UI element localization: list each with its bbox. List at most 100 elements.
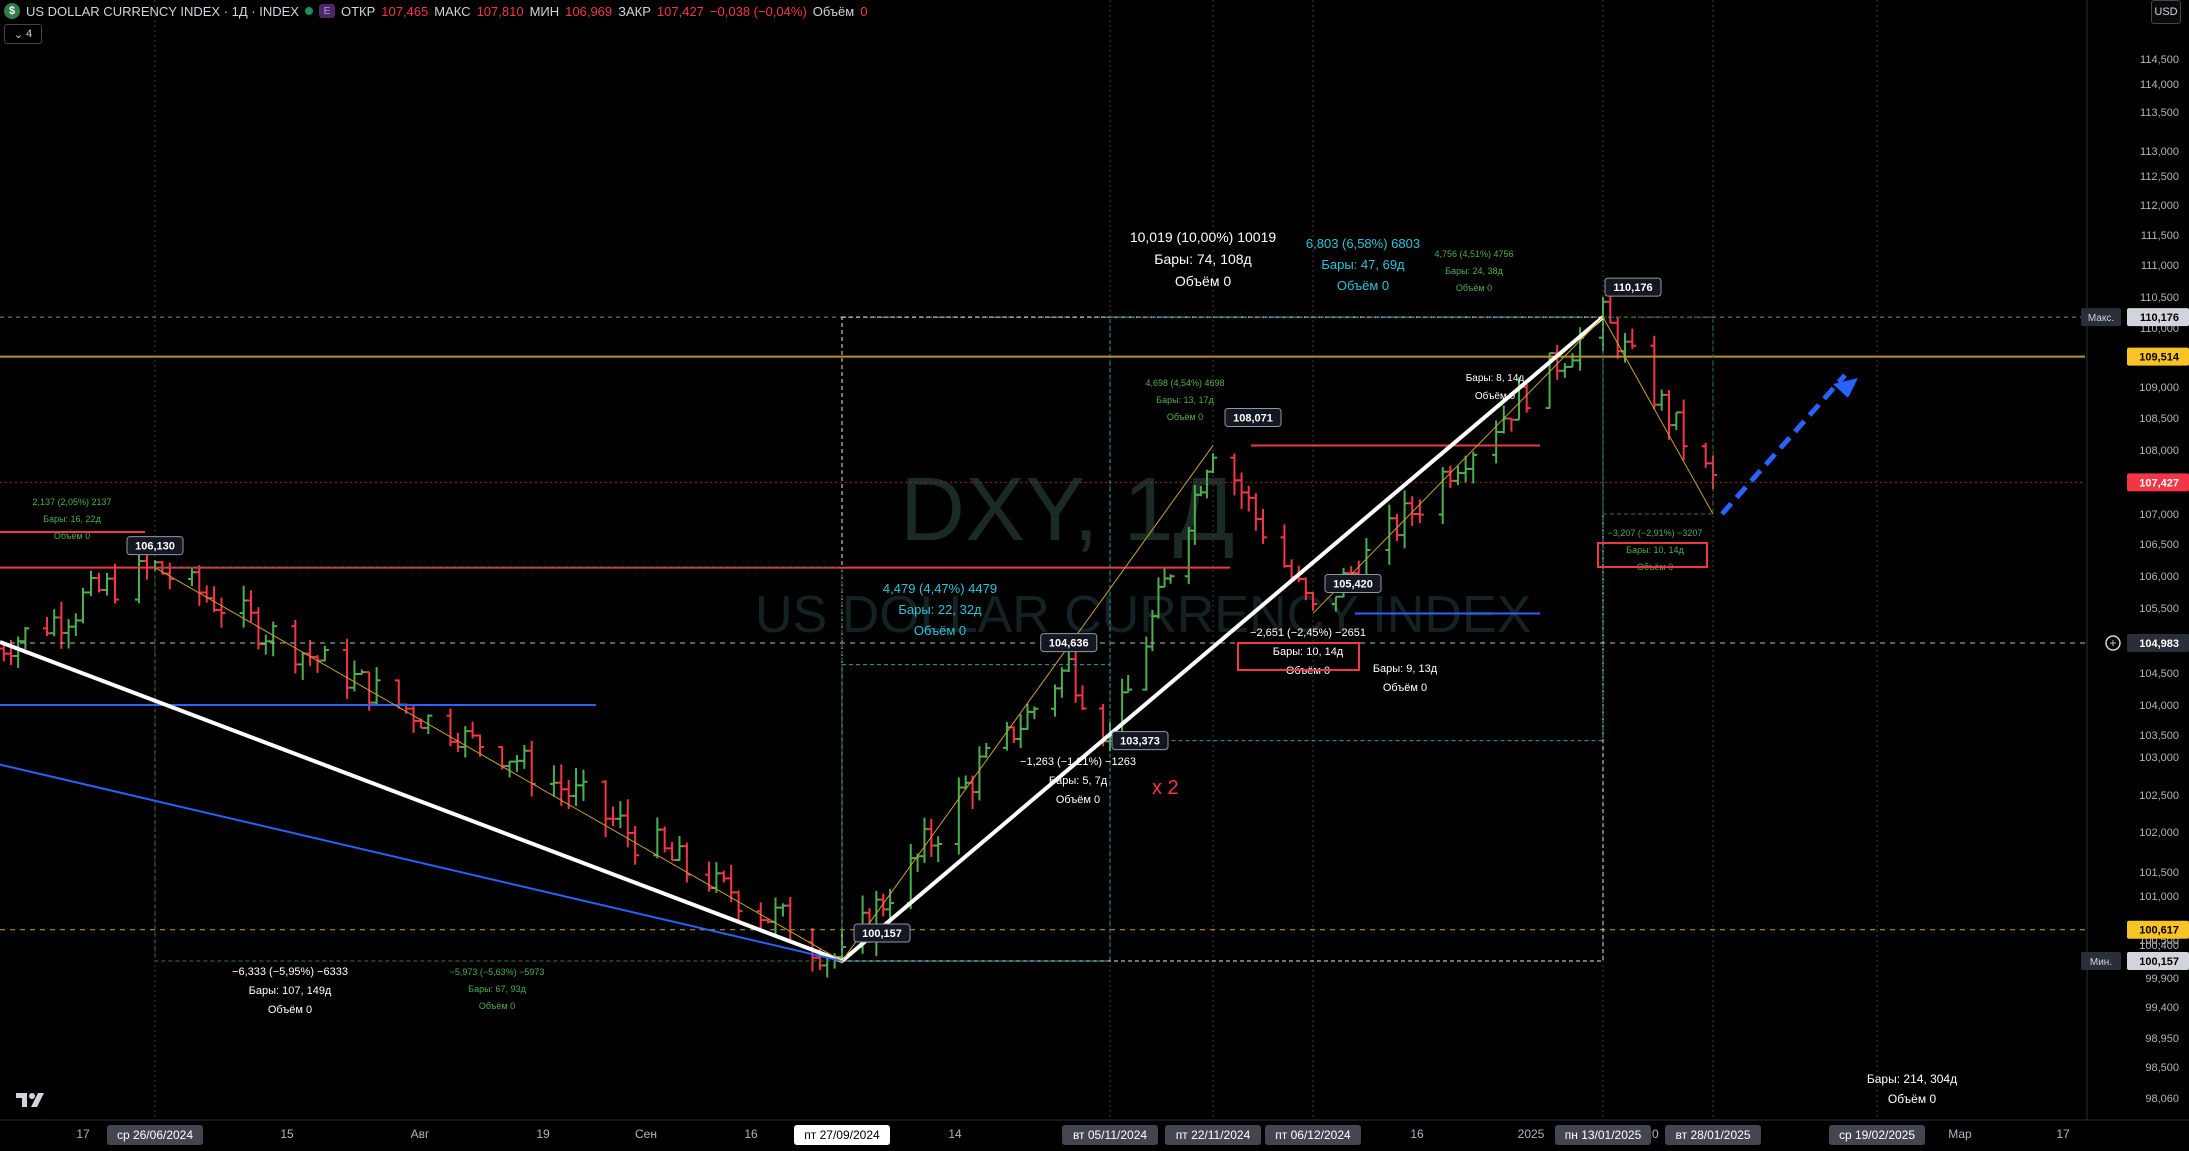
- measure-label: 4,756 (4,51%) 4756: [1434, 249, 1513, 259]
- price-axis-tick: 103,500: [2139, 730, 2179, 742]
- measure-label: Объём 0: [1175, 273, 1231, 289]
- price-axis-tick: 98,950: [2145, 1033, 2179, 1045]
- measure-label: Бары: 8, 14д: [1466, 373, 1525, 384]
- symbol-logo-icon: $: [4, 3, 20, 19]
- measure-label: Бары: 67, 93д: [468, 984, 526, 994]
- market-status-icon: [304, 7, 313, 15]
- price-axis-marker: [2127, 308, 2189, 327]
- price-axis-tick: 112,000: [2140, 200, 2179, 212]
- time-axis-highlight-label: пт 22/11/2024: [1176, 1128, 1251, 1142]
- close-label: ЗАКР: [618, 3, 651, 19]
- time-axis-highlight-label: пн 13/01/2025: [1565, 1128, 1642, 1142]
- measure-label: Бары: 10, 14д: [1273, 646, 1344, 658]
- price-axis-tick: 114,500: [2140, 54, 2179, 66]
- measure-label: Объём 0: [914, 623, 966, 638]
- price-axis-tick: 111,000: [2141, 260, 2179, 272]
- measure-label: Объём 0: [1888, 1092, 1937, 1106]
- exchange-badge[interactable]: E: [318, 4, 335, 18]
- price-axis-tick: 99,400: [2145, 1002, 2179, 1014]
- fib-line: [841, 445, 1214, 962]
- price-axis-tick: 100,400: [2139, 940, 2179, 952]
- measure-label: 4,698 (4,54%) 4698: [1145, 378, 1224, 388]
- price-axis-tick: 112,500: [2140, 171, 2179, 183]
- high-label: МАКС: [434, 3, 471, 19]
- fib-line: [1602, 316, 1714, 515]
- measure-label: Объём 0: [1056, 794, 1100, 806]
- price-axis-marker-label: 100,157: [2139, 956, 2179, 968]
- price-callout-box: [1324, 573, 1382, 593]
- price-axis-tick: 99,900: [2145, 973, 2179, 985]
- symbol-title[interactable]: US DOLLAR CURRENCY INDEX · 1Д · INDEX: [26, 3, 299, 19]
- price-axis-tick: 103,000: [2139, 752, 2179, 764]
- channel-line: [0, 763, 843, 963]
- price-axis-marker: [2127, 634, 2189, 653]
- indicators-toggle[interactable]: ⌄ 4: [4, 24, 42, 44]
- highlight-box: [1237, 642, 1360, 671]
- price-axis-tick: 111,500: [2141, 230, 2179, 242]
- time-axis-tick: Мар: [1948, 1127, 1972, 1141]
- price-axis-marker-label: 100,617: [2139, 925, 2179, 937]
- add-alert-icon: [2105, 635, 2121, 651]
- price-axis-tick: 98,060: [2145, 1093, 2179, 1105]
- price-axis-tick: 106,000: [2139, 571, 2179, 583]
- indicator-count: 4: [26, 28, 33, 40]
- time-axis-highlight: [1829, 1125, 1925, 1145]
- price-callout-label: 104,636: [1049, 638, 1089, 650]
- price-axis-marker-label: 109,514: [2139, 352, 2180, 364]
- open-label: ОТКР: [340, 3, 376, 19]
- time-axis-highlight-label: вт 28/01/2025: [1676, 1128, 1751, 1142]
- annotation-text: x 2: [1152, 777, 1179, 799]
- time-axis-highlight: [1265, 1125, 1361, 1145]
- price-axis-marker-label: 107,427: [2139, 477, 2179, 489]
- price-axis-marker-label: 104,983: [2139, 638, 2179, 650]
- price-axis-marker: [2127, 920, 2189, 939]
- low-label: МИН: [529, 3, 560, 19]
- chevron-down-icon: ⌄: [13, 28, 24, 41]
- time-axis-tick: 15: [280, 1127, 294, 1141]
- measure-label: Бары: 107, 149д: [249, 985, 332, 997]
- chart-header: $ US DOLLAR CURRENCY INDEX · 1Д · INDEX …: [4, 2, 867, 20]
- price-axis-tick: 109,000: [2139, 382, 2179, 394]
- price-callout-box: [853, 923, 911, 943]
- measure-label: −6,333 (−5,95%) −6333: [232, 966, 348, 978]
- trend-line-down: [0, 640, 843, 963]
- measure-label: Объём 0: [1456, 283, 1492, 293]
- measure-label: Бары: 22, 32д: [898, 602, 982, 617]
- measure-label: Объём 0: [268, 1004, 312, 1016]
- price-callout-label: 103,373: [1120, 736, 1160, 748]
- time-axis-tick: Сен: [635, 1127, 657, 1141]
- time-axis-tick: 17: [2056, 1127, 2070, 1141]
- time-axis-highlight: [1165, 1125, 1261, 1145]
- time-axis-tick: 14: [948, 1127, 962, 1141]
- price-axis-marker: [2127, 347, 2189, 366]
- highlight-box: [1597, 542, 1708, 568]
- measure-label: Объём 0: [479, 1001, 515, 1011]
- tradingview-logo-icon[interactable]: [14, 1090, 46, 1110]
- time-axis-tick: 17: [76, 1127, 90, 1141]
- price-axis-marker: [2127, 952, 2189, 971]
- measure-label: −2,651 (−2,45%) −2651: [1250, 627, 1366, 639]
- watermark-name: US DOLLAR CURRENCY INDEX: [755, 586, 1531, 644]
- price-axis-tick: 101,500: [2139, 867, 2179, 879]
- measure-label: Бары: 24, 38д: [1445, 266, 1503, 276]
- high-value: 107,810: [476, 3, 524, 19]
- price-axis-tick: 105,500: [2139, 603, 2179, 615]
- measure-label: Объём 0: [54, 531, 90, 541]
- time-axis-highlight: [794, 1125, 890, 1145]
- price-callout-label: 110,176: [1613, 282, 1652, 294]
- time-axis-tick: 2025: [1518, 1127, 1545, 1141]
- price-axis-tick: 113,500: [2140, 107, 2179, 119]
- price-callout-label: 108,071: [1233, 412, 1273, 424]
- time-axis-highlight: [107, 1125, 203, 1145]
- measure-label: Бары: 5, 7д: [1049, 775, 1108, 787]
- measure-label: −1,263 (−1,21%) −1263: [1020, 756, 1136, 768]
- measure-label: Объём 0: [1475, 390, 1516, 402]
- measure-label: Бары: 10, 14д: [1626, 545, 1684, 555]
- volume-label: Объём: [812, 3, 855, 19]
- currency-button[interactable]: USD: [2151, 0, 2181, 24]
- volume-value: 0: [860, 3, 868, 19]
- price-callout-label: 106,130: [135, 541, 175, 553]
- close-value: 107,427: [656, 3, 704, 19]
